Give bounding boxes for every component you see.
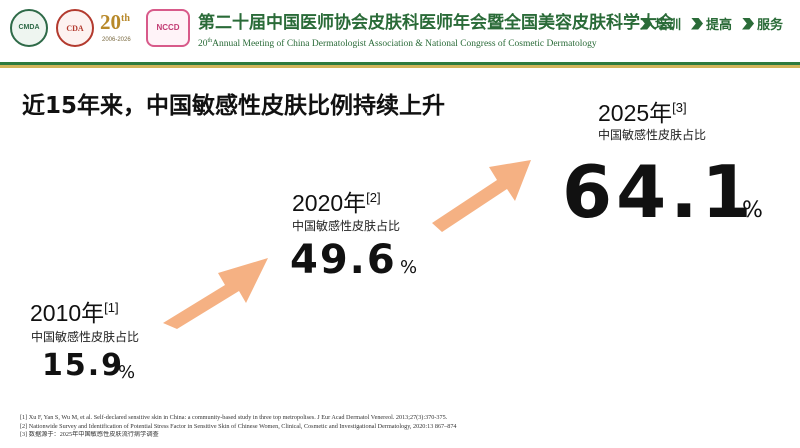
- ref-marker: [2]: [366, 190, 381, 205]
- header: CMDA CDA 20th 2006-2026 NCCD 第二十届中国医师协会皮…: [0, 0, 800, 62]
- cmda-logo: CMDA: [10, 9, 48, 47]
- year-text: 2010年: [30, 300, 105, 326]
- year-text: 2020年: [292, 190, 367, 216]
- tag-label: 培训: [655, 18, 682, 33]
- slide-title: 近15年来，中国敏感性皮肤比例持续上升: [22, 93, 446, 119]
- anniv-number: 20: [100, 10, 121, 34]
- header-rule-green: [0, 62, 800, 65]
- references: [1] Xu F, Yan S, Wu M, et al. Self-decla…: [20, 414, 790, 440]
- cmda-logo-text: CMDA: [18, 24, 40, 31]
- conference-title-cn: 第二十届中国医师协会皮肤科医师年会暨全国美容皮肤科学大会: [198, 13, 674, 33]
- ref-marker: [1]: [104, 300, 119, 315]
- caption-2010: 中国敏感性皮肤占比: [31, 330, 140, 344]
- unit-2020: %: [400, 257, 418, 278]
- title-en-num: 20: [198, 39, 208, 50]
- year-2025: 2025年[3]: [598, 94, 687, 128]
- cda-logo: CDA: [56, 9, 94, 47]
- unit-2025: %: [742, 198, 763, 223]
- reference-3: [3] 数据源于：2025年中国敏感性皮肤流行病学调查: [20, 431, 159, 438]
- reference-2: [2] Nationwide Survey and Identification…: [20, 422, 457, 430]
- header-tags: 培训 提高 服务: [640, 14, 783, 33]
- double-chevron-icon: [742, 17, 755, 30]
- reference-1: [1] Xu F, Yan S, Wu M, et al. Self-decla…: [20, 414, 448, 421]
- title-en-sup: th: [207, 38, 213, 44]
- caption-2020: 中国敏感性皮肤占比: [292, 219, 401, 233]
- header-rule-gold: [0, 65, 800, 68]
- tag-label: 服务: [757, 18, 784, 33]
- tag-service: 服务: [742, 14, 783, 33]
- nccd-logo: NCCD: [146, 9, 190, 47]
- arrow-2010-2020: [163, 258, 268, 329]
- tag-improve: 提高: [691, 14, 732, 33]
- cda-logo-text: CDA: [66, 24, 84, 33]
- anniv-suffix: th: [121, 13, 130, 24]
- arrow-2020-2025: [432, 160, 531, 232]
- year-2020: 2020年[2]: [292, 184, 381, 218]
- tag-label: 提高: [706, 18, 733, 33]
- anniv-years: 2006-2026: [102, 37, 131, 43]
- unit-2010: %: [118, 362, 136, 383]
- double-chevron-icon: [640, 17, 652, 30]
- value-2010: 15.9: [42, 348, 125, 383]
- conference-title-en: 20thAnnual Meeting of China Dermatologis…: [198, 38, 597, 49]
- value-2020: 49.6: [290, 237, 397, 283]
- year-2010: 2010年[1]: [30, 294, 119, 328]
- title-en-rest: Annual Meeting of China Dermatologist As…: [212, 39, 597, 50]
- anniversary-logo: 20th 2006-2026: [100, 10, 144, 50]
- value-2025: 64.1: [562, 150, 756, 234]
- nccd-logo-text: NCCD: [156, 23, 180, 32]
- caption-2025: 中国敏感性皮肤占比: [598, 128, 707, 142]
- year-text: 2025年: [598, 100, 673, 126]
- double-chevron-icon: [691, 17, 704, 30]
- ref-marker: [3]: [672, 100, 687, 115]
- tag-training: 培训: [640, 14, 681, 33]
